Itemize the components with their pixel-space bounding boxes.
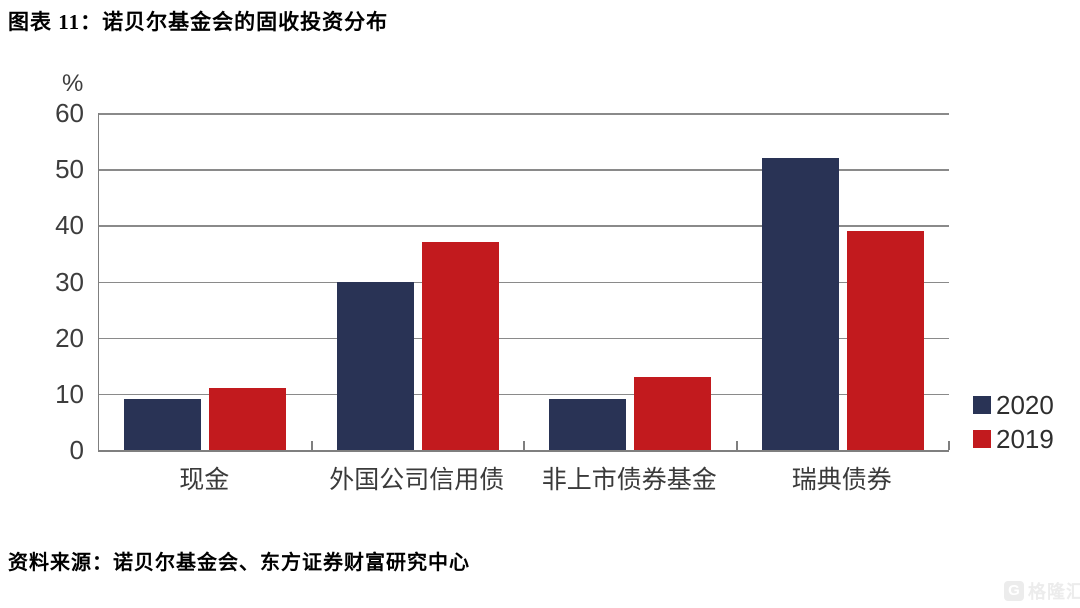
bar-2019-非上市债券基金 <box>634 376 712 450</box>
bar-2020-非上市债券基金 <box>549 399 627 450</box>
x-axis-tick <box>310 441 313 450</box>
bar-2019-外国公司信用债 <box>421 242 499 450</box>
y-axis-tick-label-10: 10 <box>55 378 84 409</box>
y-axis-tick-label-50: 50 <box>55 154 84 185</box>
category-label-非上市债券基金: 非上市债券基金 <box>541 466 717 494</box>
bar-2020-瑞典债券 <box>761 157 839 450</box>
gelonghui-logo-icon: G <box>1004 581 1024 601</box>
legend-row-2020: 2020 <box>973 390 1054 420</box>
watermark: G 格隆汇 <box>1004 578 1080 604</box>
legend-swatch-2019 <box>973 430 991 448</box>
page-title: 图表 11：诺贝尔基金会的固收投资分布 <box>8 10 389 34</box>
gridline-30 <box>99 281 949 283</box>
gridline-10 <box>99 393 949 396</box>
category-label-外国公司信用债: 外国公司信用债 <box>329 466 505 494</box>
gridline-60 <box>99 113 949 115</box>
source-line: 资料来源：诺贝尔基金会、东方证券财富研究中心 <box>8 552 470 574</box>
gridline-40 <box>99 225 949 227</box>
category-label-瑞典债券: 瑞典债券 <box>791 466 892 494</box>
y-axis-unit-label: % <box>62 70 84 97</box>
legend-label-2020: 2020 <box>996 390 1054 420</box>
x-axis-tick <box>735 441 738 450</box>
legend-row-2019: 2019 <box>973 424 1054 454</box>
y-axis-tick-label-0: 0 <box>69 435 84 465</box>
y-axis-tick-label-40: 40 <box>55 210 84 241</box>
legend: 2020 2019 <box>973 390 1054 454</box>
bar-2020-外国公司信用债 <box>336 281 414 450</box>
legend-swatch-2020 <box>973 396 991 414</box>
plot-area <box>98 113 950 452</box>
category-label-现金: 现金 <box>179 466 230 494</box>
bar-2019-瑞典债券 <box>846 230 924 450</box>
x-axis-tick <box>523 441 525 450</box>
gridline-20 <box>99 337 949 340</box>
y-axis-tick-label-20: 20 <box>55 322 84 353</box>
y-axis-tick-label-60: 60 <box>55 98 84 128</box>
legend-label-2019: 2019 <box>996 424 1054 454</box>
x-axis-tick <box>948 441 950 450</box>
gridline-50 <box>99 169 949 171</box>
bar-2019-现金 <box>209 388 287 450</box>
y-axis-tick-label-30: 30 <box>55 266 84 297</box>
bar-2020-现金 <box>124 399 202 450</box>
watermark-text: 格隆汇 <box>1028 582 1080 602</box>
